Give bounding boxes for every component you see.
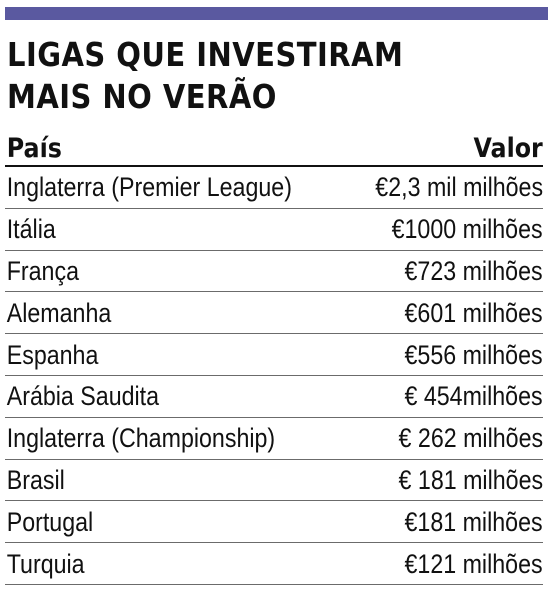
country-cell: Itália [6,214,56,245]
country-cell: Alemanha [6,297,112,328]
value-cell: € 454milhões [404,381,543,412]
table-row: Inglaterra (Championship) € 262 milhões [5,418,543,460]
value-cell: €2,3 mil milhões [375,172,543,203]
value-cell: €1000 milhões [391,214,543,245]
table-row: França €723 milhões [5,251,543,293]
table-row: Espanha €556 milhões [5,334,543,376]
country-cell: França [6,255,80,286]
country-cell: Turquia [6,548,85,579]
value-cell: €181 milhões [404,506,543,537]
country-cell: Inglaterra (Premier League) [6,172,292,203]
accent-bar [5,7,548,20]
table-row: Brasil € 181 milhões [5,460,543,502]
table-row: Inglaterra (Premier League) €2,3 mil mil… [5,167,543,209]
title-line-2: MAIS NO VERÃO [7,77,277,116]
table-body: Inglaterra (Premier League) €2,3 mil mil… [5,167,543,585]
value-cell: €601 milhões [404,297,543,328]
country-cell: Portugal [6,506,94,537]
table-row: Itália €1000 milhões [5,209,543,251]
value-cell: €723 milhões [404,255,543,286]
table-title: LIGAS QUE INVESTIRAM MAIS NO VERÃO [7,34,482,118]
title-line-1: LIGAS QUE INVESTIRAM [7,35,404,74]
country-cell: Inglaterra (Championship) [6,423,276,454]
country-cell: Espanha [6,339,99,370]
value-cell: € 262 milhões [398,423,543,454]
column-header-country: País [6,133,62,164]
table-row: Turquia €121 milhões [5,543,543,585]
table-header: País Valor [5,133,543,167]
table-row: Alemanha €601 milhões [5,292,543,335]
column-header-value: Valor [473,133,543,164]
country-cell: Arábia Saudita [6,381,160,412]
table-row: Portugal €181 milhões [5,501,543,544]
value-cell: €121 milhões [404,548,543,579]
value-cell: €556 milhões [404,339,543,370]
value-cell: € 181 milhões [398,464,543,495]
country-cell: Brasil [6,464,65,495]
table-row: Arábia Saudita € 454milhões [5,376,543,418]
